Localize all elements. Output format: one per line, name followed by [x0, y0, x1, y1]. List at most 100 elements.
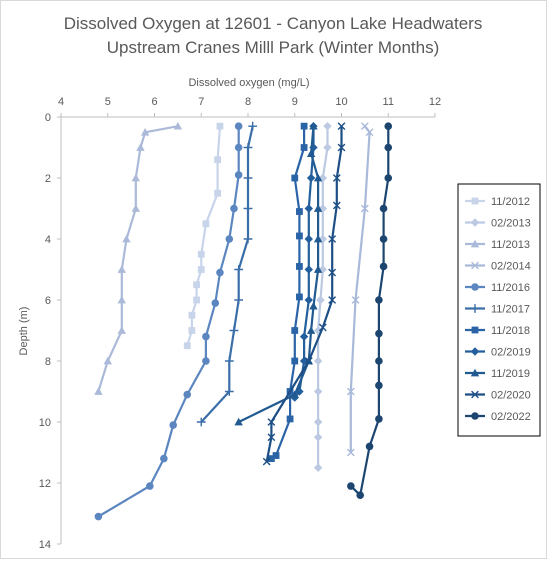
data-point [384, 143, 393, 152]
data-point [267, 418, 276, 426]
data-point [313, 356, 323, 366]
data-point [291, 357, 299, 365]
x-tick-label: 8 [245, 96, 251, 108]
legend-entry: 11/2012 [465, 196, 530, 208]
data-point [346, 448, 355, 457]
data-point [202, 357, 210, 365]
data-point [299, 332, 309, 341]
legend-label: 11/2018 [491, 325, 530, 337]
data-point [216, 268, 224, 277]
y-tick-label: 0 [45, 112, 51, 124]
data-point [375, 296, 383, 304]
data-point [328, 296, 337, 304]
data-point [328, 235, 337, 243]
data-point [243, 204, 253, 213]
data-point [296, 293, 303, 301]
data-point [375, 357, 383, 365]
data-point [304, 357, 313, 365]
series-line [97, 125, 179, 392]
data-point [306, 173, 316, 183]
y-tick-label: 6 [45, 295, 51, 307]
data-point [183, 342, 191, 350]
data-point [332, 201, 341, 210]
data-point [248, 121, 258, 131]
legend-entry: 02/2013 [465, 218, 531, 230]
data-point [356, 491, 365, 500]
data-point [351, 296, 360, 304]
series-line [350, 126, 390, 497]
data-point [243, 173, 253, 183]
data-point [140, 128, 150, 136]
data-point [365, 128, 374, 137]
data-point [379, 262, 388, 271]
legend-entry: 02/2014 [465, 261, 531, 273]
legend-swatch-marker [470, 218, 480, 227]
data-point [146, 482, 154, 490]
data-point [291, 327, 299, 334]
series-line [270, 126, 306, 460]
data-point [94, 387, 103, 395]
data-point [188, 311, 196, 319]
legend-label: 11/2016 [491, 282, 530, 294]
legend-swatch-marker [470, 304, 480, 313]
data-point [384, 174, 393, 182]
legend-label: 11/2012 [491, 196, 530, 208]
data-point [323, 143, 332, 152]
legend-entry: 11/2018 [465, 325, 530, 337]
series-02-2014 [346, 122, 374, 457]
data-point [214, 189, 222, 197]
series-11-2016 [94, 122, 243, 521]
data-point [309, 301, 318, 310]
data-point [304, 204, 313, 213]
y-tick-label: 14 [39, 539, 51, 551]
data-point [346, 387, 355, 396]
series-02-2022 [347, 122, 393, 500]
data-point [286, 415, 294, 423]
series-line [238, 126, 320, 423]
data-point [272, 452, 280, 459]
data-point [379, 235, 388, 243]
legend-entry: 02/2019 [465, 347, 531, 359]
data-point [375, 329, 383, 338]
data-point [318, 323, 327, 332]
data-point [375, 381, 383, 390]
x-tick-label: 7 [198, 96, 204, 108]
x-tick-label: 10 [335, 96, 347, 108]
legend-entry: 02/2020 [465, 390, 531, 402]
data-point [291, 174, 299, 182]
data-point [337, 122, 346, 131]
legend-swatch-marker [471, 390, 479, 399]
data-point [267, 433, 276, 442]
data-point [173, 121, 183, 130]
x-tick-label: 9 [292, 96, 298, 108]
data-point [316, 295, 325, 305]
data-point [313, 387, 323, 396]
legend-label: 11/2019 [491, 368, 530, 380]
data-point [267, 455, 275, 462]
legend-swatch-marker [471, 197, 479, 205]
legend-swatch-marker [470, 239, 480, 248]
data-point [309, 121, 318, 130]
legend-label: 11/2017 [491, 304, 530, 316]
x-tick-label: 11 [383, 96, 394, 108]
data-point [214, 156, 222, 164]
data-point [188, 327, 196, 334]
chart-title-line-2: Upstream Cranes Milll Park (Winter Month… [107, 38, 440, 57]
data-point [243, 143, 253, 152]
series-02-2020 [262, 122, 346, 466]
data-point [234, 122, 243, 130]
data-point [117, 295, 126, 304]
data-point [347, 482, 355, 490]
data-point [304, 265, 313, 274]
data-point [131, 204, 140, 212]
legend-entry: 11/2019 [465, 368, 530, 380]
data-point [234, 417, 243, 426]
data-point [296, 263, 303, 270]
x-tick-label: 12 [429, 96, 441, 108]
data-point [225, 235, 234, 243]
series-11-2013 [94, 121, 183, 395]
data-point [216, 122, 224, 130]
y-tick-label: 12 [39, 478, 51, 490]
series-line [97, 126, 240, 518]
